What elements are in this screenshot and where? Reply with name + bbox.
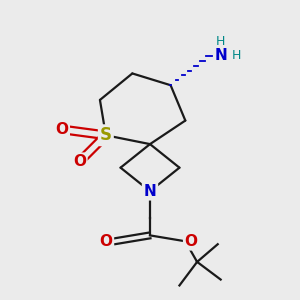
Text: N: N: [214, 48, 227, 63]
Text: H: H: [232, 49, 242, 62]
Text: O: O: [73, 154, 86, 169]
Text: S: S: [100, 126, 112, 144]
Text: N: N: [144, 184, 156, 199]
Text: O: O: [185, 234, 198, 249]
Text: O: O: [99, 234, 112, 249]
Text: O: O: [55, 122, 68, 137]
Text: H: H: [216, 35, 225, 48]
